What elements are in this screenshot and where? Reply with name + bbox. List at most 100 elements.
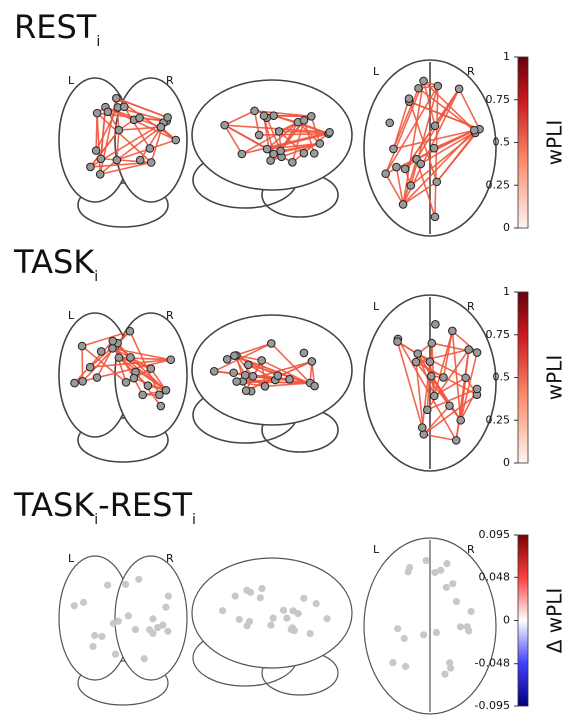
node	[126, 327, 134, 335]
node	[258, 585, 265, 592]
view-right-label: R	[166, 74, 174, 87]
node	[300, 349, 308, 357]
node	[426, 358, 434, 366]
node	[268, 340, 276, 348]
node	[417, 160, 425, 168]
node	[122, 379, 130, 387]
node	[430, 144, 438, 152]
node	[97, 155, 105, 163]
node	[251, 107, 259, 115]
node	[261, 383, 269, 391]
colorbar-tick-label: 0.095	[479, 528, 511, 541]
node	[136, 156, 144, 164]
node	[274, 372, 282, 380]
node	[428, 339, 436, 347]
node	[446, 402, 454, 410]
node	[286, 376, 294, 384]
node	[115, 126, 123, 134]
node	[244, 361, 252, 369]
node	[270, 615, 277, 622]
node	[98, 633, 105, 640]
node	[289, 624, 296, 631]
colorbar-tick-label: 0	[503, 614, 510, 627]
node	[473, 385, 481, 393]
panel-title: TASKi-RESTi	[13, 486, 196, 528]
node	[447, 664, 454, 671]
node	[432, 320, 440, 328]
view-left-label: L	[373, 65, 380, 78]
title-text: REST	[14, 8, 97, 46]
node	[423, 406, 431, 414]
node	[260, 112, 268, 120]
node	[210, 368, 218, 376]
node	[462, 374, 470, 382]
node	[232, 592, 239, 599]
node	[443, 584, 450, 591]
node	[219, 607, 226, 614]
node	[154, 624, 161, 631]
node	[465, 346, 473, 354]
node	[468, 608, 475, 615]
colorbar-tick-label: 0.75	[486, 93, 511, 106]
node	[141, 655, 148, 662]
node	[290, 607, 297, 614]
node	[389, 659, 396, 666]
panel: TASKiLRLR10.750.50.250wPLI	[13, 243, 563, 471]
node	[86, 363, 94, 371]
view-right-label: R	[467, 300, 475, 313]
node	[125, 612, 132, 619]
colorbar-label: wPLI	[543, 355, 563, 400]
node	[457, 416, 465, 424]
node	[136, 114, 144, 122]
node	[172, 136, 180, 144]
node	[471, 126, 479, 134]
node	[249, 373, 257, 381]
node	[130, 374, 138, 382]
colorbar-tick-label: 1	[503, 50, 510, 63]
node	[236, 616, 243, 623]
view-right-label: R	[467, 543, 475, 556]
node	[149, 615, 156, 622]
node	[407, 182, 415, 190]
node	[97, 348, 105, 356]
view-left-label: L	[68, 74, 75, 87]
panel: TASKi-RESTiLRLR0.0950.0480-0.048-0.095Δ …	[13, 486, 563, 714]
colorbar-tick-label: -0.095	[475, 699, 510, 712]
node	[263, 145, 271, 153]
node	[405, 568, 412, 575]
node	[431, 122, 439, 130]
node	[457, 623, 464, 630]
node	[112, 651, 119, 658]
node	[326, 128, 334, 136]
node	[243, 622, 250, 629]
colorbar-tick-label: 0.5	[493, 371, 511, 384]
node	[427, 372, 435, 380]
node	[414, 350, 422, 358]
title-subscript: i	[94, 269, 98, 285]
colorbar-label: Δ wPLI	[543, 588, 563, 654]
node	[277, 147, 285, 155]
node	[289, 159, 297, 167]
node	[420, 631, 427, 638]
colorbar	[518, 292, 528, 463]
node	[415, 84, 423, 92]
node	[135, 576, 142, 583]
colorbar-tick-label: 1	[503, 285, 510, 298]
node	[122, 581, 129, 588]
node	[310, 150, 318, 158]
node	[93, 109, 101, 117]
view-left-label: L	[373, 300, 380, 313]
brain-outline	[192, 558, 352, 668]
node	[440, 374, 448, 382]
node	[449, 327, 457, 335]
node	[233, 378, 241, 386]
node	[386, 119, 394, 127]
view-left-label: L	[68, 552, 75, 565]
node	[316, 140, 324, 148]
colorbar-tick-label: -0.048	[475, 657, 510, 670]
node	[139, 391, 147, 399]
node	[146, 145, 154, 153]
node	[157, 123, 165, 131]
node	[230, 369, 238, 377]
node	[443, 560, 450, 567]
